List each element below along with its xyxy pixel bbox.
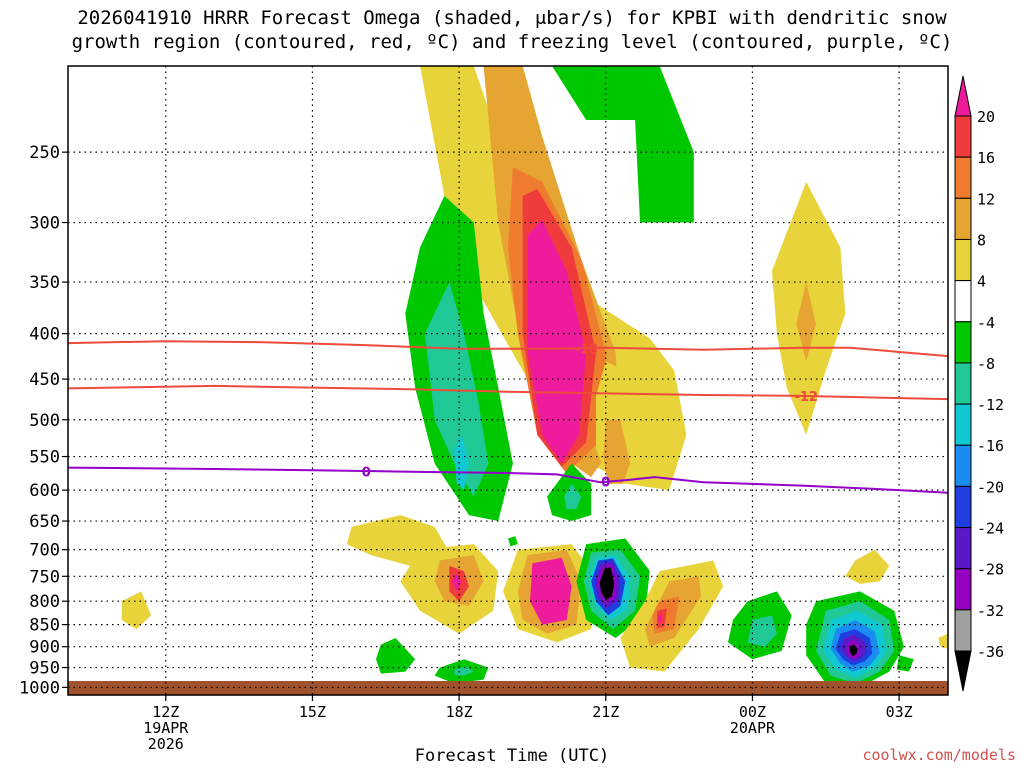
- colorbar-band-13: [954, 609, 972, 652]
- x-tick-label-18Z: 18Z: [446, 703, 473, 721]
- x-tick-label-20APR: 20APR: [730, 719, 776, 737]
- y-tick-label-950: 950: [29, 659, 60, 679]
- y-tick-label-900: 900: [29, 638, 60, 658]
- ground-strip: [68, 681, 948, 695]
- colorbar-label--4: -4: [977, 314, 995, 332]
- y-tick-label-650: 650: [29, 512, 60, 532]
- colorbar-label--24: -24: [977, 520, 1004, 538]
- colorbar-label--16: -16: [977, 437, 1004, 455]
- title-line-1: 2026041910 HRRR Forecast Omega (shaded, …: [77, 7, 947, 29]
- colorbar-label-8: 8: [977, 231, 986, 249]
- x-tick-label-2026: 2026: [148, 735, 184, 753]
- colorbar-top-arrow: [954, 75, 972, 117]
- plot-frame: [67, 65, 949, 696]
- contour-label-dgz_-18: -18: [574, 343, 598, 358]
- x-tick-label-19APR: 19APR: [143, 719, 189, 737]
- contour-dgz_-12: [68, 384, 948, 401]
- colorbar-band-4: [954, 238, 972, 282]
- contour-label-freezing_0_a: 0: [362, 466, 371, 481]
- omega-low-green-left-9: [376, 638, 416, 674]
- omega-low-teal-left-10: [454, 666, 474, 676]
- colorbar-bottom-arrow: [954, 650, 972, 692]
- omega-right-black-7: [849, 644, 858, 656]
- credit-text[interactable]: coolwx.com/models: [862, 746, 1016, 764]
- colorbar-label--8: -8: [977, 355, 995, 373]
- omega-small-teal-mid: [564, 483, 582, 509]
- colorbar-band-7: [954, 362, 972, 405]
- y-tick-label-500: 500: [29, 411, 60, 431]
- colorbar: 20 16 12 8 4 -4 -8 -12 -16 -20 -24 -28 -32 -36: [954, 75, 1004, 692]
- contour-label-dgz_-12: -12: [794, 390, 818, 405]
- omega-edge-green-8: [896, 655, 914, 672]
- contour-freezing_0_a: [68, 466, 948, 494]
- colorbar-label-12: 12: [977, 190, 995, 208]
- colorbar-label--32: -32: [977, 602, 1004, 620]
- title-line-2: growth region (contoured, red, ºC) and f…: [71, 31, 953, 53]
- omega-upper-right-orange: [796, 282, 816, 362]
- omega-tiny-green-dot: [508, 536, 518, 547]
- x-tick-label-00Z: 00Z: [739, 703, 766, 721]
- omega-low-red-4: [657, 608, 667, 629]
- contour-label-freezing_0_b: 0: [601, 476, 610, 491]
- contour-dgz_-18: [68, 340, 948, 358]
- colorbar-label-20: 20: [977, 108, 995, 126]
- omega-right-yellow-6: [845, 549, 890, 584]
- colorbar-band-9: [954, 444, 972, 487]
- y-tick-label-600: 600: [29, 481, 60, 501]
- y-tick-label-850: 850: [29, 616, 60, 636]
- omega-low-core-2: [530, 557, 572, 625]
- y-tick-label-1000: 1000: [19, 678, 60, 698]
- colorbar-label--28: -28: [977, 561, 1004, 579]
- colorbar-band-6: [954, 321, 972, 364]
- omega-left-teal-column: [424, 282, 489, 497]
- omega-edge-yellow-8: [938, 633, 948, 649]
- plot-area: -18 -12 0 0: [68, 66, 948, 695]
- omega-low-teal-5: [747, 615, 777, 647]
- omega-mid-orange-tongue: [603, 419, 631, 484]
- colorbar-band-2: [954, 156, 972, 199]
- colorbar-band-11: [954, 527, 972, 570]
- y-tick-label-300: 300: [29, 214, 60, 234]
- y-tick-label-550: 550: [29, 448, 60, 468]
- colorbar-label-16: 16: [977, 149, 995, 167]
- omega-low-pink-4: [658, 614, 662, 623]
- y-tick-label-800: 800: [29, 592, 60, 612]
- y-tick-label-350: 350: [29, 273, 60, 293]
- colorbar-label--12: -12: [977, 396, 1004, 414]
- omega-tiny-yellow-left: [121, 591, 152, 630]
- x-tick-label-12Z: 12Z: [152, 703, 179, 721]
- colorbar-label-4: 4: [977, 273, 986, 291]
- colorbar-band-12: [954, 568, 972, 611]
- chart-title: 2026041910 HRRR Forecast Omega (shaded, …: [0, 6, 1024, 54]
- colorbar-band-3: [954, 197, 972, 240]
- x-tick-label-15Z: 15Z: [299, 703, 326, 721]
- x-tick-label-21Z: 21Z: [592, 703, 619, 721]
- y-tick-label-450: 450: [29, 370, 60, 390]
- colorbar-band-5: [954, 280, 972, 323]
- colorbar-label--20: -20: [977, 478, 1004, 496]
- y-tick-label-250: 250: [29, 143, 60, 163]
- omega-upper-green-top: [552, 66, 694, 223]
- omega-low-black-3: [599, 567, 615, 601]
- colorbar-band-10: [954, 485, 972, 529]
- colorbar-band-1: [954, 115, 972, 158]
- omega-left-cyan-spot: [454, 434, 469, 491]
- y-tick-label-700: 700: [29, 541, 60, 561]
- colorbar-band-8: [954, 403, 972, 446]
- x-axis-title: Forecast Time (UTC): [414, 746, 610, 766]
- omega-upper-core: [527, 220, 587, 464]
- y-tick-label-750: 750: [29, 567, 60, 587]
- x-tick-label-03Z: 03Z: [886, 703, 913, 721]
- colorbar-label--36: -36: [977, 643, 1004, 661]
- y-tick-label-400: 400: [29, 325, 60, 345]
